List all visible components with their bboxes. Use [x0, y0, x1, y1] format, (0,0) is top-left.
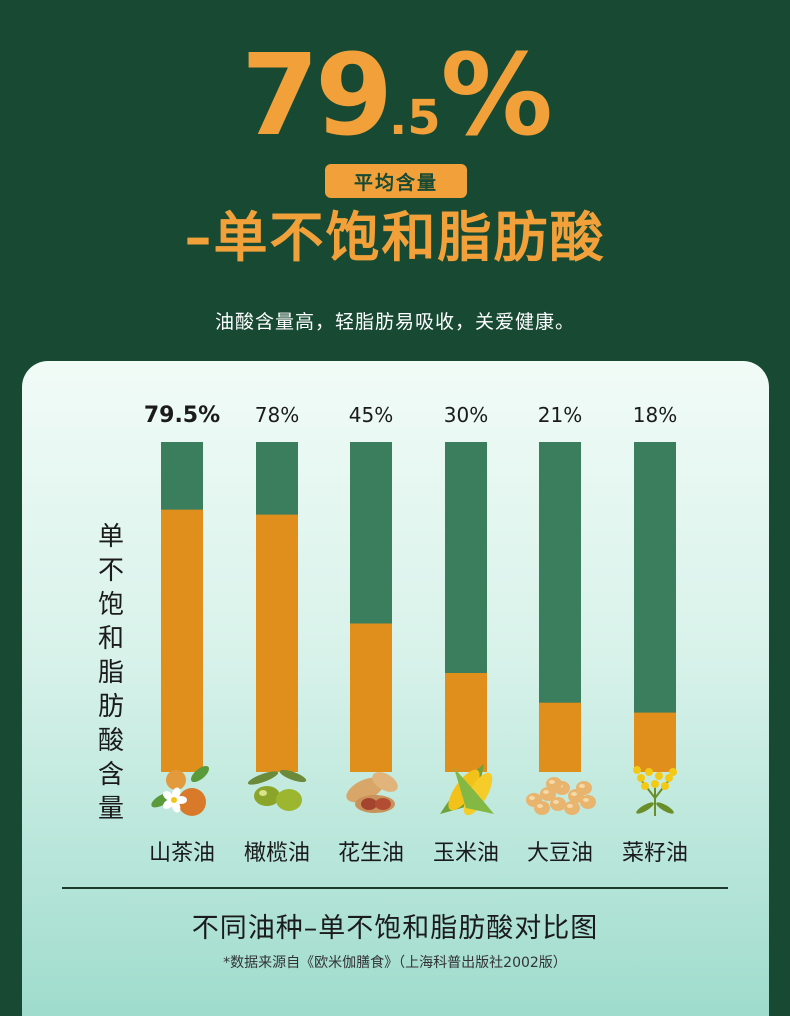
bar-菜籽油	[634, 712, 676, 772]
category-label: 玉米油	[433, 841, 499, 866]
y-axis-label-char: 含	[97, 760, 124, 790]
category-label: 花生油	[338, 841, 404, 866]
y-axis-label-char: 饱	[97, 590, 124, 620]
source-note: *数据来源自《欧米伽膳食》（上海科普出版社2002版）	[223, 955, 567, 971]
y-axis-label-char: 脂	[97, 658, 124, 688]
subtitle: 油酸含量高，轻脂肪易吸收，关爱健康。	[214, 311, 575, 333]
category-label: 大豆油	[527, 841, 593, 866]
bar-山茶油	[161, 509, 203, 772]
y-axis-label-char: 肪	[97, 692, 124, 722]
value-label: 78%	[255, 403, 299, 427]
headline: –单不饱和脂肪酸	[184, 206, 606, 269]
chart-title: 不同油种–单不饱和脂肪酸对比图	[191, 913, 599, 944]
hero-value-unit: %	[440, 31, 553, 161]
bar-大豆油	[539, 702, 581, 772]
y-axis-label-char: 量	[97, 794, 124, 824]
y-axis-label-char: 和	[97, 624, 124, 654]
hero-percentage: 79.5%	[0, 40, 790, 152]
hero-value-decimal: .5	[389, 90, 441, 146]
hero-value-main: 79	[241, 31, 393, 161]
value-label: 79.5%	[144, 403, 220, 428]
y-axis-label-char: 不	[97, 556, 124, 586]
rapeseed-icon	[633, 766, 677, 816]
value-label: 21%	[538, 403, 582, 427]
camellia-icon	[151, 765, 210, 816]
category-label: 山茶油	[149, 841, 215, 866]
corn-icon	[440, 764, 494, 816]
value-label: 18%	[633, 403, 677, 427]
soybean-icon	[526, 777, 596, 815]
value-label: 45%	[349, 403, 393, 427]
y-axis-label-char: 单	[97, 522, 124, 552]
divider	[62, 887, 728, 889]
y-axis-label-char: 酸	[97, 726, 124, 756]
bar-橄榄油	[256, 514, 298, 772]
bar-花生油	[350, 623, 392, 772]
peanut-icon	[346, 772, 398, 813]
category-label: 菜籽油	[622, 841, 688, 866]
category-label: 橄榄油	[244, 841, 310, 866]
olive-icon	[247, 769, 307, 811]
y-axis-label: 单不饱和脂肪酸含量	[95, 520, 127, 826]
bar-玉米油	[445, 673, 487, 772]
average-badge: 平均含量	[325, 164, 467, 198]
value-label: 30%	[444, 403, 488, 427]
